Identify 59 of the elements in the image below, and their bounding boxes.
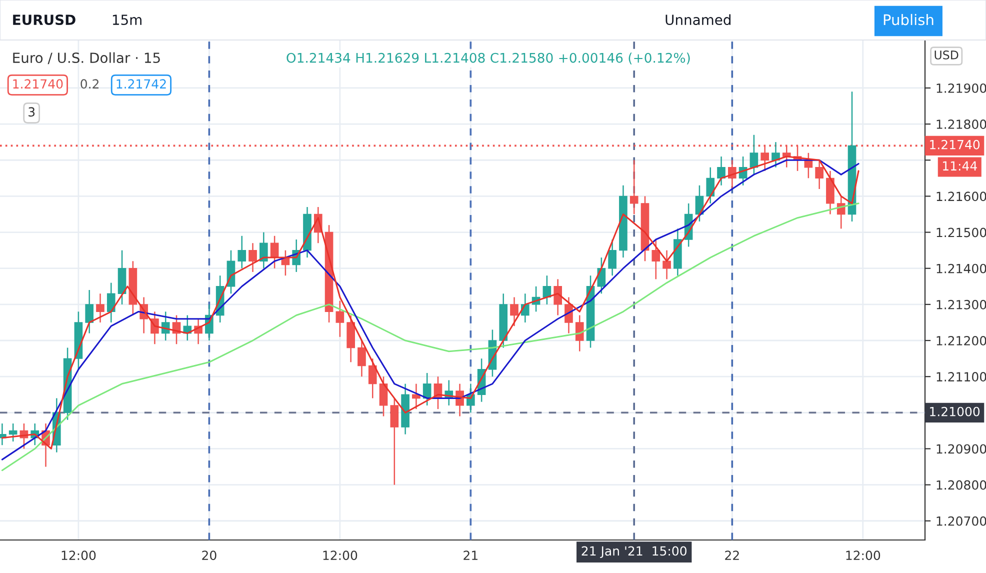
candlestick xyxy=(564,296,573,334)
y-tick-label: 1.21100 xyxy=(936,372,986,382)
annotation: 1.21742 xyxy=(116,79,166,88)
y-tick-label: 1.21600 xyxy=(936,192,986,202)
ref-line-label: 1.21000 xyxy=(930,406,980,416)
text: Euro / U.S. Dollar · 15 xyxy=(13,52,160,64)
candlestick xyxy=(510,296,518,327)
candlestick xyxy=(8,422,18,442)
candlestick xyxy=(630,160,638,215)
annotation: 0.2 xyxy=(80,79,98,89)
text: Unnamed xyxy=(666,14,730,26)
y-tick-label: 1.21900 xyxy=(936,83,986,93)
x-tick-label: 12:00 xyxy=(846,550,880,560)
candlestick xyxy=(652,238,660,280)
y-tick-label: 1.21300 xyxy=(936,300,986,310)
candlestick xyxy=(390,398,399,486)
candlestick xyxy=(717,156,726,186)
candlestick xyxy=(772,141,780,168)
ref-line-label: 21 Jan '21 15:00 xyxy=(582,546,686,558)
candlestick xyxy=(750,134,758,176)
y-tick-label: 1.20800 xyxy=(936,480,986,490)
candlestick xyxy=(85,289,94,334)
text: 15m xyxy=(112,14,142,26)
x-tick-label: 20 xyxy=(202,550,216,560)
candlestick xyxy=(358,340,366,378)
y-tick-label: 1.21200 xyxy=(936,336,986,346)
candlestick xyxy=(368,358,377,399)
y-tick-label: 1.21800 xyxy=(936,120,986,129)
candlestick xyxy=(336,300,344,338)
annotation: 1.21740 xyxy=(13,79,63,89)
y-tick-label: 1.21500 xyxy=(936,228,986,238)
y-tick-label: 1.20900 xyxy=(936,444,986,454)
candlestick xyxy=(238,235,246,269)
x-tick-label: 12:00 xyxy=(323,550,358,560)
x-tick-label: 22 xyxy=(725,550,739,560)
candlestick xyxy=(608,238,616,276)
annotation: 3 xyxy=(28,107,35,117)
text: USD xyxy=(934,50,958,60)
candlestick xyxy=(260,232,268,269)
x-tick-label: 21 xyxy=(464,550,478,560)
candlestick xyxy=(379,376,388,417)
candlestick xyxy=(815,160,824,190)
line-series xyxy=(1,202,860,472)
candlestick xyxy=(96,292,104,324)
candlestick xyxy=(575,314,584,352)
text: Publish xyxy=(884,14,934,26)
candlestick xyxy=(106,282,116,324)
candlestick xyxy=(554,278,562,316)
candlestick xyxy=(422,372,432,406)
y-tick-label: 1.21400 xyxy=(936,264,986,274)
text: EURUSD xyxy=(13,14,76,26)
candlestick xyxy=(706,166,715,204)
candlestick xyxy=(248,242,257,273)
ref-line-label: 1.21740 xyxy=(930,140,980,150)
y-tick-label: 1.20700 xyxy=(936,516,986,526)
text: O1.21434 H1.21629 L1.21408 C1.21580 +0.00146 (+0.12%) xyxy=(286,52,690,64)
candlestick xyxy=(662,250,671,280)
text: 11:44 xyxy=(943,161,977,170)
x-tick-label: 12:00 xyxy=(62,550,96,560)
